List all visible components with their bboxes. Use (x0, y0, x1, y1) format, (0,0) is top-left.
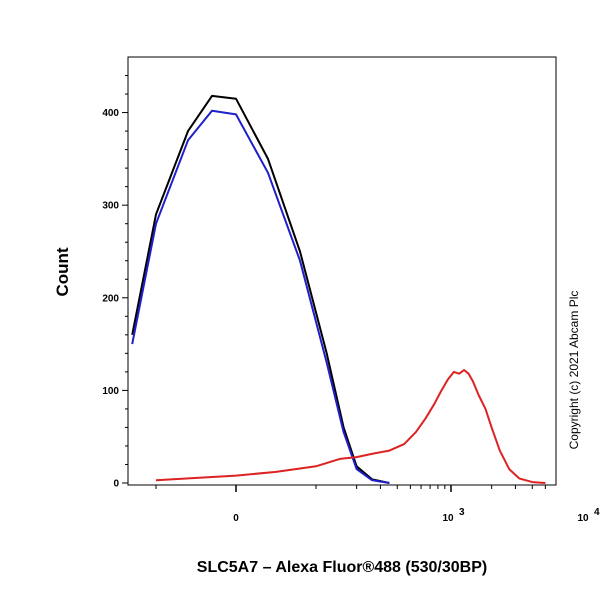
x-tick-exponent: 3 (459, 507, 465, 518)
y-tick-label: 0 (113, 479, 119, 490)
x-axis: 0 10 3 10 4 (155, 485, 600, 524)
plot-frame (127, 56, 557, 486)
series-line-2 (155, 369, 546, 484)
y-axis: 0 100 200 300 400 (102, 75, 128, 490)
x-tick-label: 10 (577, 513, 589, 524)
y-tick-label: 200 (102, 293, 119, 304)
series-line-0 (131, 94, 390, 484)
y-axis-title: Count (53, 247, 72, 296)
x-tick-exponent: 4 (594, 507, 600, 518)
series-layer (131, 94, 546, 484)
x-axis-title: SLC5A7 – Alexa Fluor®488 (530/30BP) (197, 559, 487, 576)
y-tick-label: 300 (102, 201, 119, 212)
copyright-notice: Copyright (c) 2021 Abcam Plc (567, 291, 581, 450)
x-tick-label: 0 (233, 513, 239, 524)
series-line-1 (131, 109, 390, 484)
y-tick-label: 400 (102, 108, 119, 119)
x-tick-label: 10 (442, 513, 454, 524)
y-tick-label: 100 (102, 386, 119, 397)
